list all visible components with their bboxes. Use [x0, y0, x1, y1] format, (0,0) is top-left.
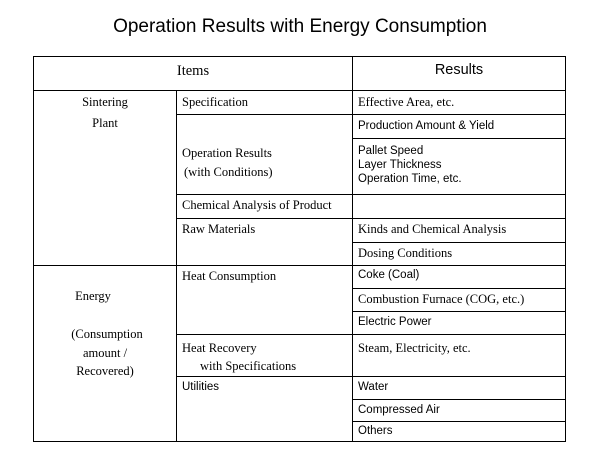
- col-divider-items-results: [352, 57, 353, 441]
- result-pallet-speed: Pallet Speed: [358, 145, 424, 157]
- row-divider: [176, 376, 565, 377]
- row-divider: [176, 334, 565, 335]
- item-operation-results-line2: (with Conditions): [184, 165, 273, 179]
- result-kinds-analysis: Kinds and Chemical Analysis: [358, 222, 507, 236]
- page-title: Operation Results with Energy Consumptio…: [113, 16, 487, 37]
- results-table: Items Results Sintering Plant Specificat…: [33, 56, 566, 442]
- row-divider: [176, 218, 565, 219]
- row-divider: [352, 311, 565, 312]
- result-effective-area: Effective Area, etc.: [358, 95, 455, 109]
- row-divider: [176, 194, 565, 195]
- group-energy-line4: Recovered): [76, 364, 134, 378]
- item-utilities: Utilities: [182, 381, 220, 393]
- group-energy-line3: amount /: [82, 346, 128, 360]
- group-energy-line1: Energy: [75, 289, 111, 303]
- result-electric-power: Electric Power: [358, 316, 432, 328]
- header-items: Items: [176, 63, 210, 79]
- row-divider: [176, 114, 565, 115]
- item-operation-results-line1: Operation Results: [182, 146, 272, 160]
- row-divider: [352, 421, 565, 422]
- header-results: Results: [434, 62, 484, 78]
- header-divider: [34, 90, 565, 91]
- result-steam: Steam, Electricity, etc.: [358, 341, 471, 355]
- group-sintering-line1: Sintering: [82, 95, 128, 109]
- result-water: Water: [358, 381, 389, 393]
- item-heat-consumption: Heat Consumption: [182, 269, 277, 283]
- item-heat-recovery-line2: with Specifications: [200, 359, 297, 373]
- result-operation-time: Operation Time, etc.: [358, 173, 462, 185]
- item-heat-recovery-line1: Heat Recovery: [182, 341, 257, 355]
- item-specification: Specification: [182, 95, 248, 109]
- group-energy-line2: (Consumption: [71, 327, 143, 341]
- row-divider: [352, 288, 565, 289]
- row-divider: [352, 242, 565, 243]
- item-chemical-analysis: Chemical Analysis of Product: [182, 198, 332, 212]
- result-compressed-air: Compressed Air: [358, 404, 440, 416]
- section-divider: [34, 265, 565, 266]
- result-coke: Coke (Coal): [358, 269, 420, 281]
- result-combustion-furnace: Combustion Furnace (COG, etc.): [358, 292, 525, 306]
- result-dosing: Dosing Conditions: [358, 246, 453, 260]
- result-others: Others: [358, 425, 393, 437]
- item-raw-materials: Raw Materials: [182, 222, 256, 236]
- result-production: Production Amount & Yield: [358, 120, 495, 132]
- result-layer-thickness: Layer Thickness: [358, 159, 442, 171]
- row-divider: [352, 399, 565, 400]
- row-divider: [352, 138, 565, 139]
- group-sintering-line2: Plant: [92, 116, 118, 130]
